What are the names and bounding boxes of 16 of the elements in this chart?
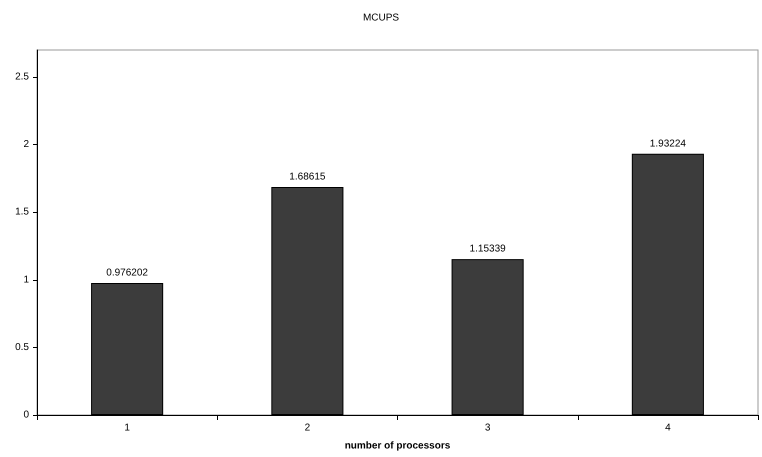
data-label: 1.68615 xyxy=(289,172,326,183)
x-tick-label: 1 xyxy=(124,422,130,434)
x-tick-label: 3 xyxy=(484,422,491,434)
y-tick-label: 0.5 xyxy=(15,342,30,353)
y-tick-label: 2 xyxy=(23,139,30,150)
x-tick-label: 4 xyxy=(665,422,672,434)
y-tick-label: 2.5 xyxy=(15,72,30,83)
y-tick-label: 1.5 xyxy=(15,206,30,218)
y-tick-label: 1 xyxy=(23,274,30,286)
data-label: 0.976202 xyxy=(106,268,148,279)
data-label: 1.93224 xyxy=(650,138,686,150)
x-tick-label: 2 xyxy=(304,422,311,434)
x-axis-title: number of processors xyxy=(344,440,451,452)
chart-title: MCUPS xyxy=(362,12,400,24)
y-tick-label: 0 xyxy=(23,410,30,420)
data-label: 1.15339 xyxy=(470,244,506,255)
